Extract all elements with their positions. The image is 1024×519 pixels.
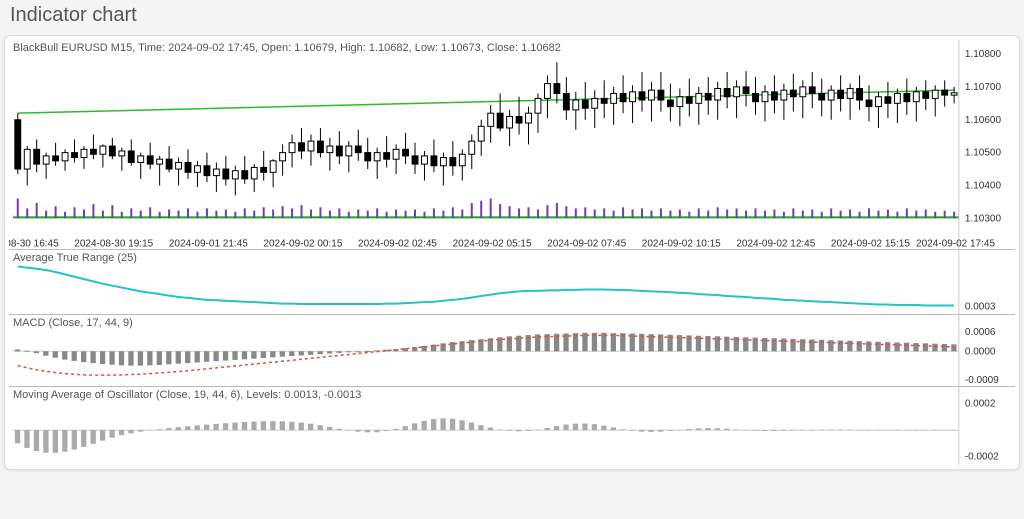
atr-panel[interactable]: Average True Range (25) 0.0003 [9, 250, 1015, 315]
svg-text:1.10700: 1.10700 [965, 82, 1002, 93]
svg-text:1.10300: 1.10300 [965, 213, 1002, 224]
svg-text:1.10500: 1.10500 [965, 148, 1002, 159]
svg-text:1.10800: 1.10800 [965, 49, 1002, 60]
page-title: Indicator chart [10, 4, 1020, 27]
svg-text:2024-09-02 00:15: 2024-09-02 00:15 [263, 238, 342, 249]
osma-panel[interactable]: Moving Average of Oscillator (Close, 19,… [9, 387, 1015, 465]
svg-text:2024-09-02 15:15: 2024-09-02 15:15 [831, 238, 910, 249]
price-panel[interactable]: BlackBull EURUSD M15, Time: 2024-09-02 1… [9, 40, 1015, 250]
svg-text:2024-09-02 05:15: 2024-09-02 05:15 [453, 238, 532, 249]
svg-text:2024-08-30 19:15: 2024-08-30 19:15 [74, 238, 153, 249]
atr-svg: 0.0003 [9, 250, 1015, 315]
osma-svg: 0.0002 -0.0002 [9, 387, 1015, 465]
svg-text:0.0003: 0.0003 [965, 301, 996, 312]
svg-text:0.0006: 0.0006 [965, 327, 996, 338]
svg-text:2024-08-30 16:45: 2024-08-30 16:45 [9, 238, 59, 249]
svg-text:2024-09-02 07:45: 2024-09-02 07:45 [547, 238, 626, 249]
svg-text:2024-09-02 10:15: 2024-09-02 10:15 [642, 238, 721, 249]
svg-text:0.0000: 0.0000 [965, 346, 996, 357]
chart-card: BlackBull EURUSD M15, Time: 2024-09-02 1… [4, 35, 1020, 470]
svg-text:2024-09-02 12:45: 2024-09-02 12:45 [736, 238, 815, 249]
svg-text:2024-09-02 17:45: 2024-09-02 17:45 [916, 238, 995, 249]
svg-text:2024-09-02 02:45: 2024-09-02 02:45 [358, 238, 437, 249]
chart-stack: BlackBull EURUSD M15, Time: 2024-09-02 1… [9, 40, 1015, 465]
svg-text:2024-09-01 21:45: 2024-09-01 21:45 [169, 238, 248, 249]
macd-panel[interactable]: MACD (Close, 17, 44, 9) 0.00060.0000-0.0… [9, 315, 1015, 387]
svg-text:0.0002: 0.0002 [965, 399, 996, 410]
price-svg: 1.10300 1.10400 1.10500 1.10600 1.10700 1.108… [9, 40, 1015, 250]
macd-svg: 0.0006 0.0000 -0.0009 [9, 315, 1015, 387]
svg-text:1.10600: 1.10600 [965, 115, 1002, 126]
svg-text:-0.0009: -0.0009 [965, 375, 999, 386]
svg-text:-0.0002: -0.0002 [965, 451, 999, 462]
svg-text:1.10400: 1.10400 [965, 180, 1002, 191]
